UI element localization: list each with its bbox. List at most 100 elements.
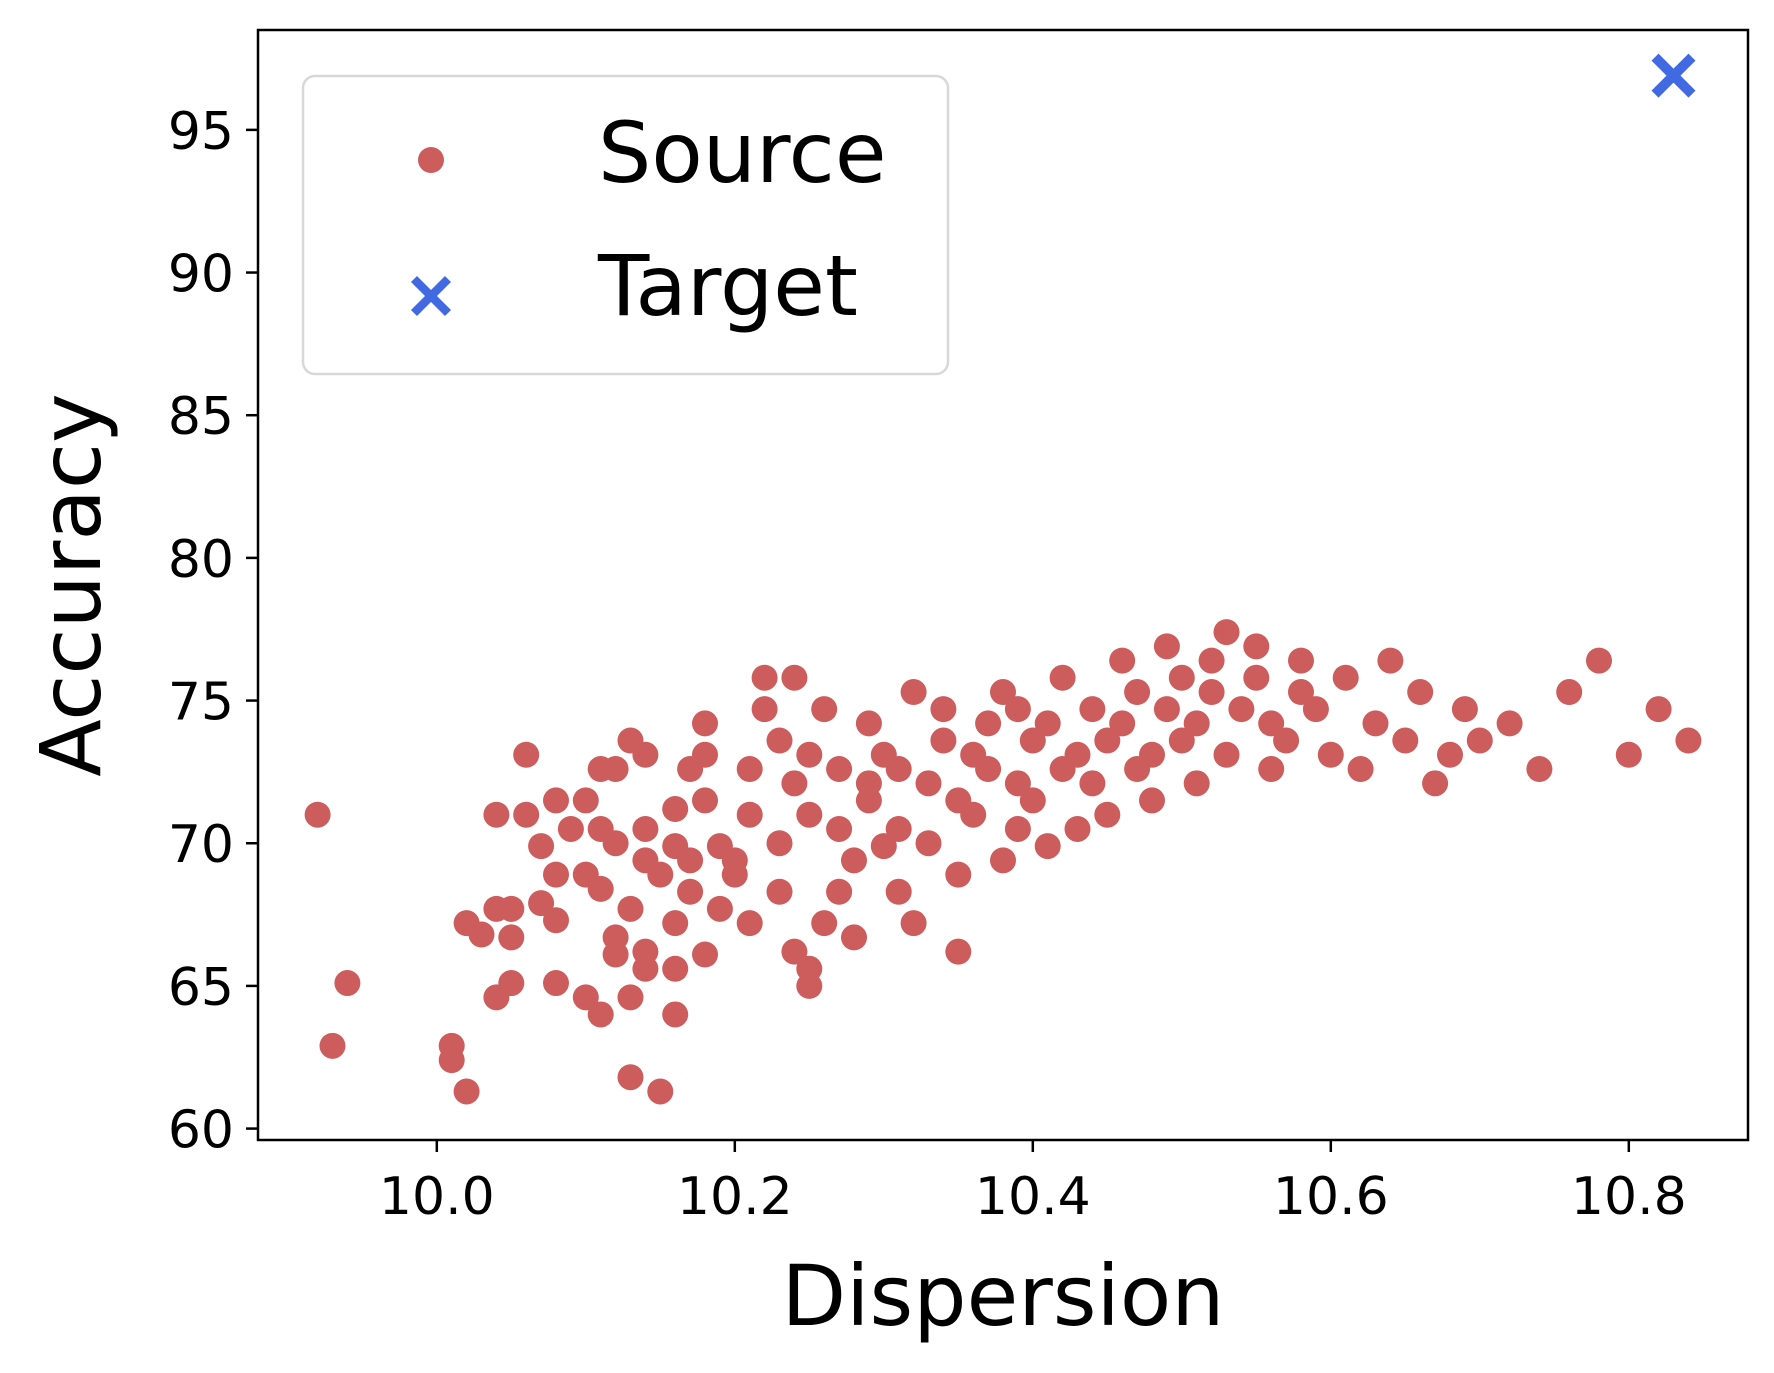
source-point — [990, 847, 1016, 874]
source-point — [841, 847, 867, 874]
y-axis-label: Accuracy — [22, 393, 120, 777]
source-point — [1198, 647, 1225, 674]
source-point — [945, 938, 972, 965]
source-point — [1586, 647, 1612, 674]
source-point — [572, 984, 599, 1011]
source-point — [885, 756, 912, 783]
source-point — [1019, 787, 1046, 814]
source-point — [1615, 741, 1642, 768]
source-point — [677, 878, 704, 905]
source-point — [1422, 770, 1449, 797]
source-point — [1258, 756, 1285, 783]
source-point — [1064, 741, 1091, 768]
source-point — [647, 861, 674, 888]
source-point — [930, 727, 957, 754]
source-point — [617, 1064, 644, 1091]
source-point — [1243, 633, 1270, 660]
source-point — [1466, 727, 1493, 754]
source-point — [1079, 770, 1106, 797]
source-point — [543, 861, 569, 888]
source-point — [766, 727, 793, 754]
source-point — [990, 679, 1016, 706]
source-point — [1645, 696, 1672, 723]
source-point — [975, 710, 1002, 737]
source-point — [692, 741, 718, 768]
source-point — [1139, 787, 1165, 814]
source-point — [1198, 679, 1225, 706]
source-point — [1183, 710, 1210, 737]
source-point — [692, 941, 718, 968]
source-point — [662, 910, 689, 937]
y-tick-label: 95 — [168, 102, 234, 162]
source-point — [736, 910, 763, 937]
x-axis: 10.0 10.2 10.4 10.6 10.8 — [379, 1140, 1687, 1227]
source-point — [453, 1078, 480, 1105]
source-point — [1437, 741, 1463, 768]
source-point — [706, 895, 733, 922]
source-point — [1675, 727, 1702, 754]
source-point — [1168, 664, 1195, 691]
source-point — [1109, 647, 1136, 674]
y-tick-label: 85 — [168, 387, 234, 447]
source-point — [736, 756, 763, 783]
y-tick-label: 75 — [168, 673, 234, 733]
source-point — [766, 830, 793, 857]
source-point — [602, 924, 629, 951]
source-point — [587, 1001, 614, 1028]
source-point — [662, 1001, 689, 1028]
source-point — [602, 830, 629, 857]
source-point — [915, 830, 942, 857]
source-point — [1362, 710, 1389, 737]
source-point — [736, 801, 763, 828]
source-point — [513, 801, 540, 828]
source-point — [1094, 727, 1121, 754]
source-point — [438, 1032, 465, 1059]
source-point — [751, 664, 778, 691]
legend-marker-source — [418, 147, 444, 173]
source-point — [751, 696, 778, 723]
source-point — [498, 970, 525, 997]
source-point — [721, 861, 748, 888]
y-tick-label: 80 — [168, 530, 234, 590]
source-point — [1168, 727, 1195, 754]
source-point — [1004, 770, 1031, 797]
source-point — [1064, 815, 1091, 842]
source-point — [1496, 710, 1523, 737]
source-point — [1347, 756, 1374, 783]
source-point — [1526, 756, 1553, 783]
source-point — [1034, 833, 1061, 860]
source-point — [587, 875, 614, 902]
source-point — [1094, 801, 1121, 828]
source-point — [662, 795, 689, 822]
target-point — [1651, 53, 1696, 98]
source-point — [1407, 679, 1434, 706]
source-point — [781, 770, 808, 797]
y-tick-label: 70 — [168, 815, 234, 875]
legend-label-source: Source — [598, 104, 887, 202]
source-point — [468, 921, 495, 948]
source-point — [334, 970, 361, 997]
source-point — [617, 984, 644, 1011]
source-point — [692, 787, 718, 814]
source-point — [1139, 741, 1165, 768]
source-point — [1049, 664, 1076, 691]
source-point — [513, 741, 540, 768]
plot-frame — [256, 28, 1750, 1142]
source-point — [1153, 633, 1180, 660]
source-point — [841, 924, 867, 951]
source-point — [796, 972, 823, 999]
source-point — [826, 756, 853, 783]
source-point — [1288, 647, 1314, 674]
source-point — [602, 756, 629, 783]
x-tick-label: 10.2 — [677, 1167, 793, 1227]
source-point — [796, 801, 823, 828]
source-point — [498, 924, 525, 951]
legend-marker-target — [411, 276, 451, 316]
source-point — [483, 801, 510, 828]
x-tick-label: 10.6 — [1273, 1167, 1389, 1227]
legend: Source Target — [301, 74, 950, 376]
source-point — [1034, 710, 1061, 737]
x-tick-label: 10.0 — [379, 1167, 495, 1227]
source-point — [1332, 664, 1359, 691]
source-point — [1451, 696, 1478, 723]
